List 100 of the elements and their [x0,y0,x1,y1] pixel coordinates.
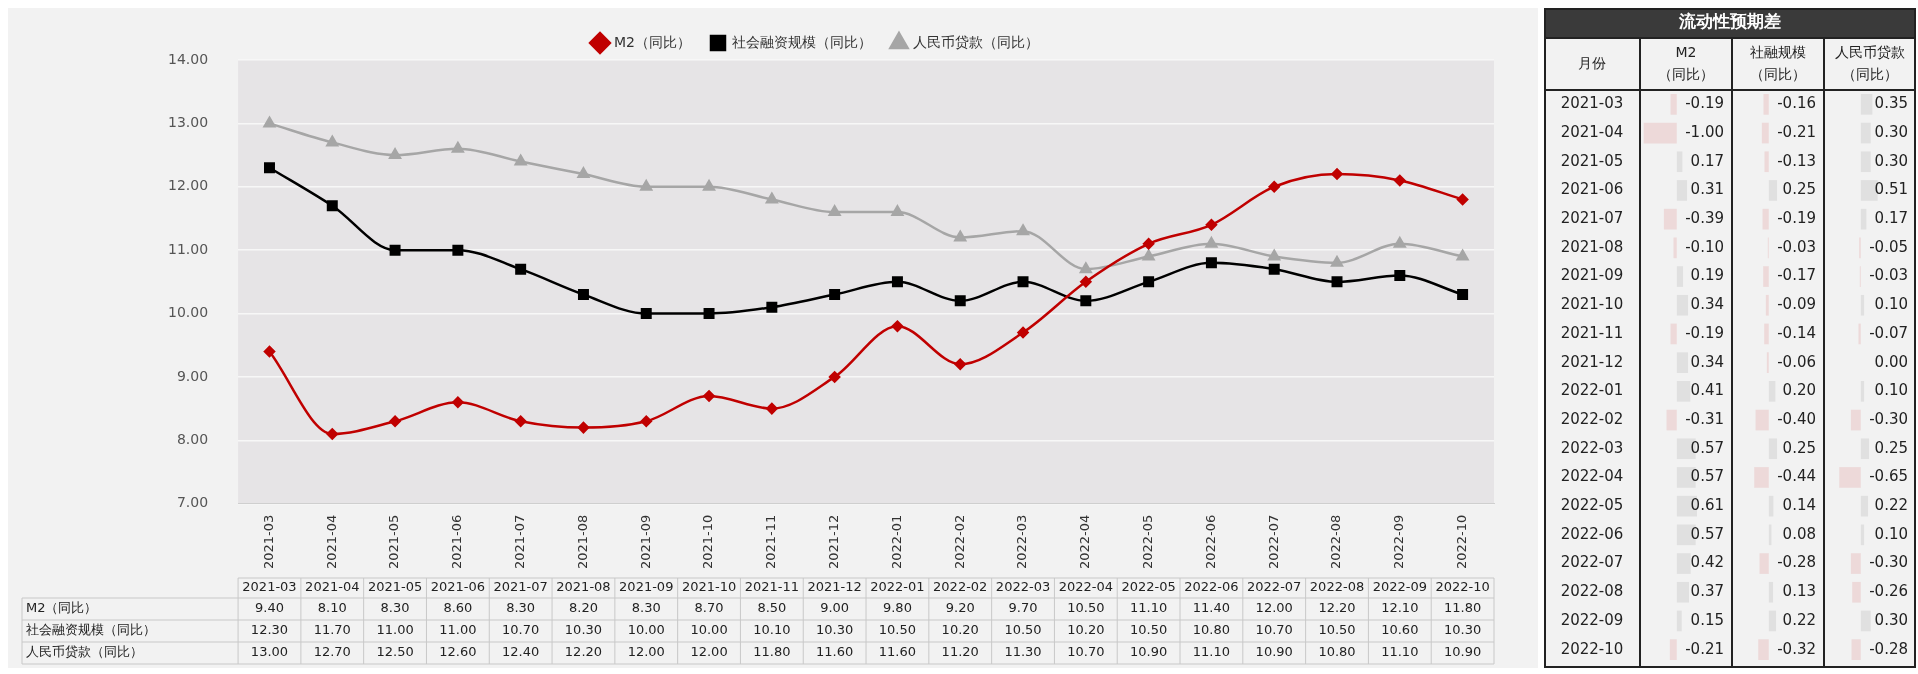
data-label: 0.57 [1690,438,1724,457]
point [1331,256,1344,267]
point [1268,263,1280,275]
category-label: 2021-10 [681,579,737,595]
y-tick-label: 2022-01 [1560,381,1624,400]
data-label: 12.70 [313,644,351,660]
data-label: 10.90 [1443,644,1482,660]
x-tick-label: 人民币贷款（同比） [1835,43,1905,82]
point [1331,276,1343,288]
data-label: 8.30 [506,600,536,616]
x-tick-label: 2022-04 [1077,514,1093,570]
data-label: 11.80 [1443,600,1482,616]
data-label: 0.17 [1874,209,1908,228]
point [954,358,966,370]
data-label: 10.90 [1130,644,1168,660]
x-tick-label: 2021-07 [512,514,528,570]
data-label: -0.44 [1777,467,1816,486]
point [577,289,589,301]
text: 社会融资规模（同比） [26,622,156,638]
data-label: 10.80 [1318,644,1356,660]
data-label: 8.30 [631,600,661,616]
point [389,415,401,428]
category-label: 2022-08 [1309,579,1365,595]
data-label: 0.14 [1782,496,1816,515]
point [1205,219,1218,231]
point [954,230,967,242]
data-label: 10.20 [941,622,979,638]
data-label: 0.10 [1874,381,1908,400]
point [829,289,841,301]
x-tick-label: 2022-03 [1014,514,1030,570]
data-label: 10.50 [1130,622,1168,638]
data-label: 9.20 [945,600,975,616]
point [640,308,652,320]
data-label: 11.00 [376,622,414,638]
data-label: 12.00 [690,644,728,660]
legend-label: 社会融资规模（同比） [731,33,872,50]
y-tick-label: 12.00 [167,177,209,194]
data-label: 11.20 [941,644,979,660]
point [1456,193,1469,206]
point [514,415,527,428]
point [954,295,966,307]
data-label: 9.80 [882,600,912,616]
category-label: 2021-06 [430,579,486,595]
point [1017,276,1029,288]
data-label: 12.50 [376,644,414,660]
x-tick-label: 2021-09 [637,514,653,570]
data-label: 12.10 [1381,600,1419,616]
x-tick-label: 2021-08 [574,514,590,570]
data-label: 0.30 [1874,122,1908,141]
point [1393,237,1406,248]
point [891,276,903,288]
x-tick-label: 2021-03 [260,514,276,570]
y-tick-label: 2022-03 [1560,438,1624,457]
data-label: -0.16 [1777,94,1816,113]
y-tick-label: 10.00 [167,304,209,321]
category-label: 2021-04 [305,579,360,595]
data-label: 0.61 [1690,496,1724,515]
point [452,396,464,409]
x-tick-label: 2022-06 [1202,514,1218,570]
category-label: 2022-03 [995,579,1051,595]
data-label: -0.21 [1685,639,1724,658]
data-label: 0.57 [1690,467,1724,486]
text: 人民币贷款（同比） [26,644,143,660]
data-label: 0.41 [1690,381,1724,400]
data-label: -0.03 [1777,237,1816,256]
data-label: -0.17 [1777,266,1816,285]
data-label: 0.35 [1874,94,1908,113]
data-label: 11.60 [816,644,854,660]
point [828,371,841,383]
y-tick-label: 14.00 [167,50,209,67]
y-tick-label: 2021-07 [1560,209,1624,228]
category-label: 2022-02 [933,579,988,595]
y-tick-label: 2022-05 [1560,496,1624,515]
data-label: 8.10 [317,600,347,616]
point [765,192,778,204]
data-label: -0.30 [1869,409,1908,428]
data-label: -0.19 [1777,209,1816,228]
data-label: -0.32 [1777,639,1816,658]
point [891,205,904,217]
data-label: -0.10 [1685,237,1724,256]
data-label: 0.13 [1782,582,1816,601]
y-tick-label: 13.00 [167,114,209,131]
category-label: 2021-05 [367,579,423,595]
point [1394,270,1406,281]
point [263,116,276,128]
data-label: -0.06 [1777,352,1816,371]
data-label: -0.03 [1869,266,1908,285]
y-axis-title: 月份 [1578,54,1606,71]
point [1205,257,1217,269]
point [1017,326,1029,339]
category-label: 2021-08 [556,579,611,595]
y-tick-label: 2021-06 [1560,180,1624,199]
data-label: 8.60 [443,600,473,616]
category-label: 2022-06 [1184,579,1239,595]
data-label: 0.30 [1874,610,1908,629]
data-label: -0.39 [1685,209,1724,228]
data-label: -0.13 [1777,151,1816,170]
x-tick-label: 2021-06 [449,514,465,570]
data-label: -0.09 [1777,295,1816,314]
data-label: -0.30 [1869,553,1908,572]
